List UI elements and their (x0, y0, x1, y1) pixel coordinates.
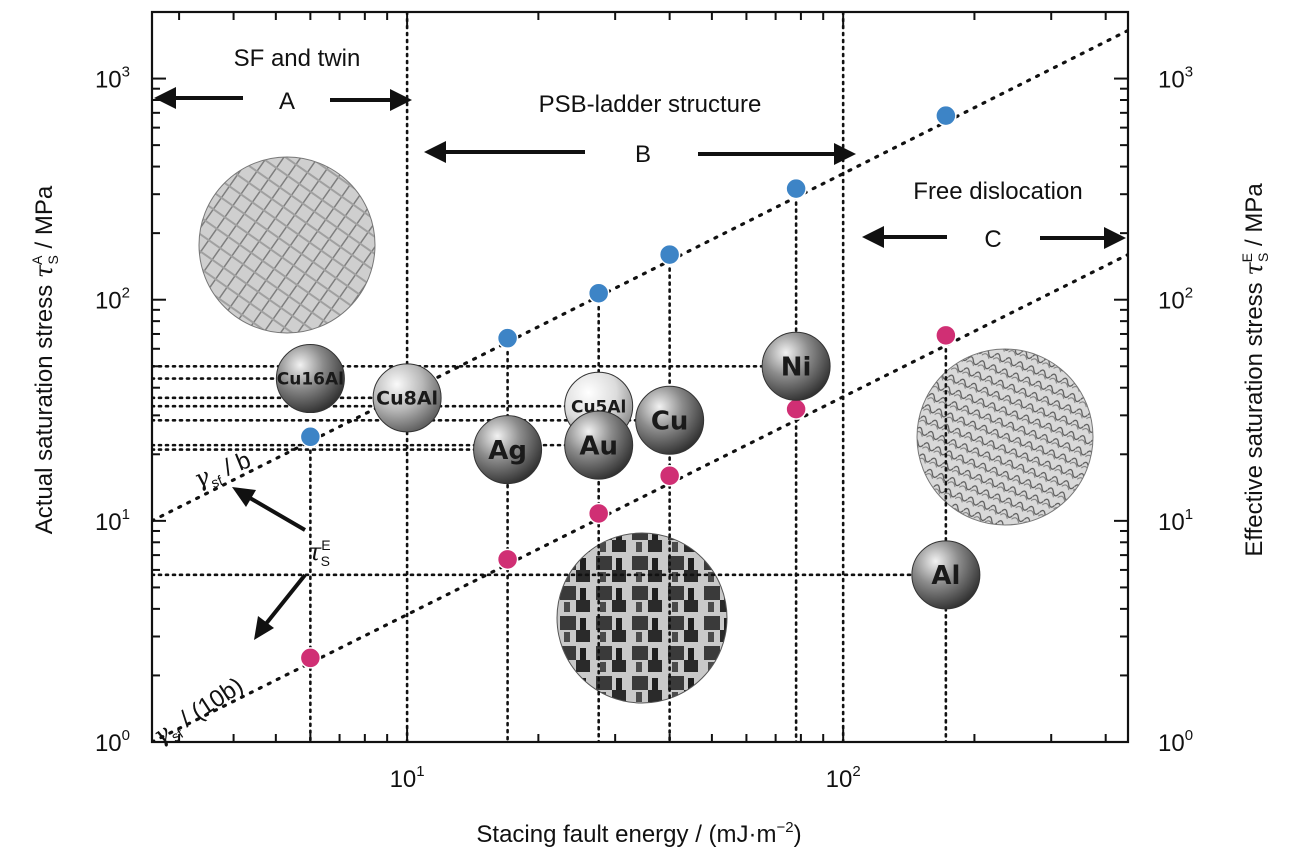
actual-point (935, 104, 957, 127)
effective-point (935, 324, 957, 347)
actual-point (785, 177, 807, 200)
region-c-letter: C (984, 226, 1001, 253)
region-a-name: SF and twin (234, 45, 361, 72)
x-axis-title: Stacing fault energy / (mJ·m−2) (476, 819, 801, 848)
material-sphere (275, 344, 345, 414)
effective-point (587, 502, 610, 525)
y-axis-title-left: Actual saturation stress τAS / MPa (29, 185, 61, 534)
material-labels: Cu16Al Cu8Al Ag Cu5Al Au Cu Ni Al (275, 331, 981, 610)
psb-ladder-micrograph (556, 532, 728, 704)
effective-point (299, 647, 322, 669)
region-b-name: PSB-ladder structure (539, 91, 762, 118)
material-label: Ag (488, 436, 527, 466)
region-b-letter: B (635, 141, 651, 168)
region-a-letter: A (279, 88, 295, 115)
material-label: Cu (651, 407, 689, 437)
material-label: Ni (781, 353, 812, 383)
material-label: Cu5Al (571, 397, 626, 417)
data-points (299, 104, 957, 669)
material-sphere (911, 540, 981, 610)
material-sphere (635, 385, 705, 455)
axis-ticks: 101 102 100 100 101 101 102 102 103 103 (95, 11, 1193, 793)
y-tick-label-left: 102 (95, 285, 130, 315)
plot-frame (150, 10, 1130, 744)
y-tick-label-right: 101 (1158, 506, 1193, 536)
y-tick-label-right: 103 (1158, 64, 1193, 94)
material-sphere (761, 331, 831, 401)
region-arrows (154, 87, 1126, 249)
material-label: Cu8Al (376, 388, 438, 410)
sf-twin-micrograph (198, 156, 376, 334)
y-axis-title-right: Effective saturation stress τES / MPa (1239, 183, 1271, 557)
effective-point (496, 548, 519, 571)
effective-point (785, 398, 807, 420)
material-label: Cu16Al (277, 370, 344, 390)
x-tick-label: 102 (826, 763, 861, 793)
y-tick-label-right: 102 (1158, 285, 1193, 315)
actual-point (496, 327, 519, 349)
effective-point (658, 464, 681, 487)
actual-point (299, 426, 322, 448)
y-tick-label-left: 100 (95, 727, 130, 757)
annotation-arrows (232, 487, 307, 640)
x-tick-label: 101 (390, 763, 425, 793)
material-sphere (473, 415, 543, 485)
y-tick-label-left: 101 (95, 506, 130, 536)
actual-point (587, 282, 610, 304)
material-label: Al (931, 561, 960, 591)
region-c-name: Free dislocation (913, 178, 1082, 205)
actual-point (658, 243, 681, 266)
material-label: Au (579, 431, 618, 461)
material-sphere (564, 410, 634, 480)
y-tick-label-right: 100 (1158, 727, 1193, 757)
material-sphere (372, 363, 442, 433)
free-dislocation-micrograph (916, 348, 1094, 526)
annotation-tau: τE S (308, 537, 331, 569)
y-tick-label-left: 103 (95, 64, 130, 94)
